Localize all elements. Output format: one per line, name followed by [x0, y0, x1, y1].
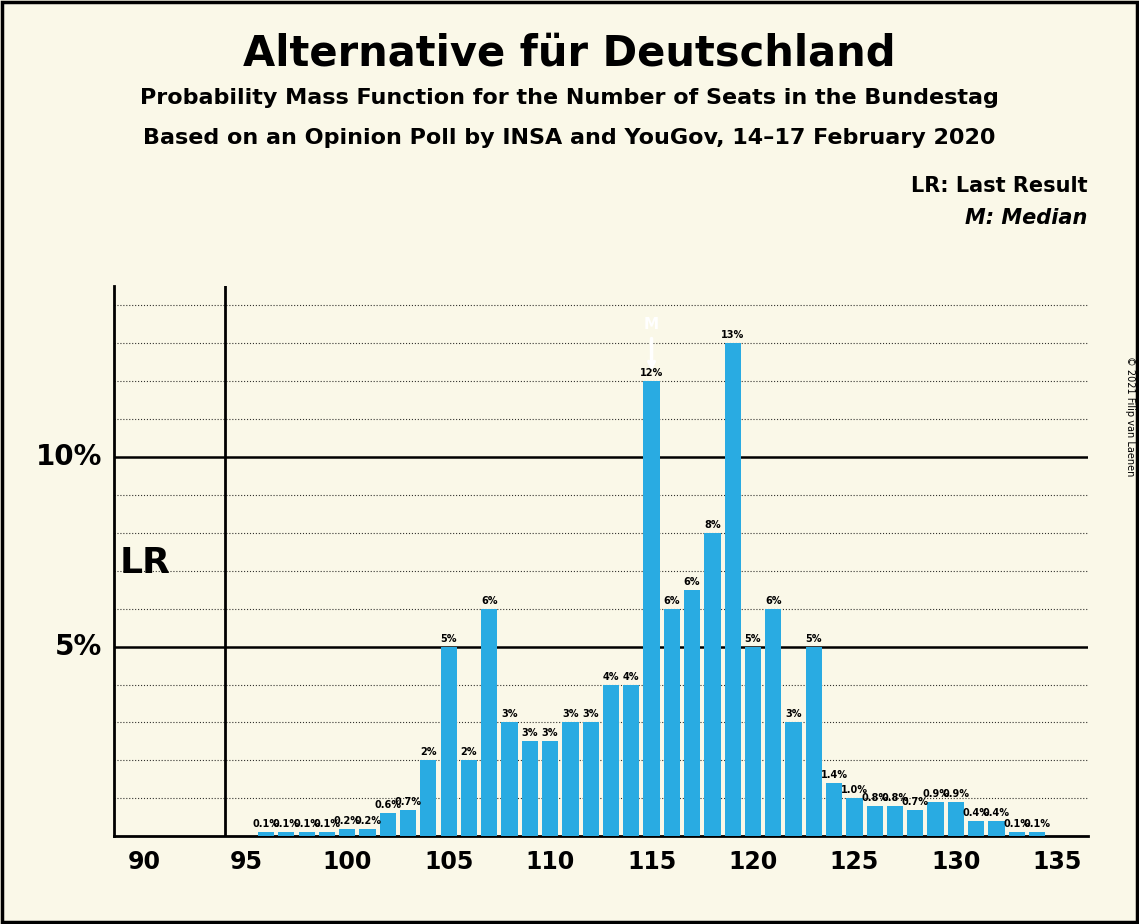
- Text: 8%: 8%: [704, 520, 721, 529]
- Text: M: Median: M: Median: [966, 208, 1088, 228]
- Bar: [745, 647, 761, 836]
- Text: 12%: 12%: [640, 368, 663, 378]
- Bar: [400, 809, 416, 836]
- Text: 0.9%: 0.9%: [942, 789, 969, 799]
- Bar: [1029, 833, 1046, 836]
- Text: 3%: 3%: [501, 710, 518, 720]
- Text: 3%: 3%: [582, 710, 599, 720]
- Text: 5%: 5%: [805, 634, 822, 644]
- Text: 4%: 4%: [623, 672, 639, 682]
- Text: Based on an Opinion Poll by INSA and YouGov, 14–17 February 2020: Based on an Opinion Poll by INSA and You…: [144, 128, 995, 148]
- Bar: [501, 723, 517, 836]
- Bar: [379, 813, 396, 836]
- Bar: [786, 723, 802, 836]
- Text: 0.1%: 0.1%: [293, 820, 320, 830]
- Bar: [522, 741, 538, 836]
- Bar: [826, 784, 842, 836]
- Bar: [278, 833, 295, 836]
- Text: 6%: 6%: [664, 596, 680, 606]
- Text: 3%: 3%: [522, 728, 538, 738]
- Text: © 2021 Filip van Laenen: © 2021 Filip van Laenen: [1125, 356, 1134, 476]
- Bar: [948, 802, 964, 836]
- Text: 0.8%: 0.8%: [882, 793, 909, 803]
- Text: 4%: 4%: [603, 672, 620, 682]
- Text: 0.1%: 0.1%: [273, 820, 300, 830]
- Bar: [685, 590, 700, 836]
- Bar: [623, 685, 639, 836]
- Text: LR: Last Result: LR: Last Result: [911, 176, 1088, 196]
- Text: 0.7%: 0.7%: [902, 796, 928, 807]
- Text: 6%: 6%: [683, 577, 700, 587]
- Bar: [989, 821, 1005, 836]
- Text: 6%: 6%: [481, 596, 498, 606]
- Bar: [360, 829, 376, 836]
- Text: 0.1%: 0.1%: [253, 820, 279, 830]
- Bar: [907, 809, 924, 836]
- Bar: [846, 798, 862, 836]
- Text: 2%: 2%: [420, 748, 436, 758]
- Text: 0.1%: 0.1%: [313, 820, 341, 830]
- Text: 2%: 2%: [460, 748, 477, 758]
- Text: LR: LR: [120, 546, 171, 580]
- Bar: [644, 382, 659, 836]
- Bar: [319, 833, 335, 836]
- Bar: [968, 821, 984, 836]
- Text: 10%: 10%: [35, 444, 103, 471]
- Bar: [420, 760, 436, 836]
- Bar: [724, 344, 740, 836]
- Text: 1.0%: 1.0%: [841, 785, 868, 796]
- Bar: [805, 647, 822, 836]
- Text: 0.1%: 0.1%: [1003, 820, 1031, 830]
- Bar: [867, 806, 883, 836]
- Text: 1.4%: 1.4%: [820, 770, 847, 780]
- Bar: [563, 723, 579, 836]
- Text: 3%: 3%: [542, 728, 558, 738]
- Bar: [257, 833, 274, 836]
- Bar: [1009, 833, 1025, 836]
- Bar: [603, 685, 620, 836]
- Text: 0.6%: 0.6%: [375, 800, 401, 810]
- Text: Alternative für Deutschland: Alternative für Deutschland: [244, 32, 895, 74]
- Text: 0.4%: 0.4%: [983, 808, 1010, 818]
- Text: 6%: 6%: [765, 596, 781, 606]
- Text: 0.8%: 0.8%: [861, 793, 888, 803]
- Bar: [927, 802, 944, 836]
- Text: 0.2%: 0.2%: [354, 816, 382, 826]
- Bar: [582, 723, 599, 836]
- Text: 0.4%: 0.4%: [962, 808, 990, 818]
- Text: 3%: 3%: [563, 710, 579, 720]
- Text: 3%: 3%: [785, 710, 802, 720]
- Text: M: M: [644, 317, 659, 332]
- Text: 0.7%: 0.7%: [394, 796, 421, 807]
- Bar: [441, 647, 457, 836]
- Text: 5%: 5%: [441, 634, 457, 644]
- Text: 5%: 5%: [745, 634, 761, 644]
- Text: 5%: 5%: [55, 633, 103, 661]
- Bar: [298, 833, 314, 836]
- Bar: [481, 609, 498, 836]
- Bar: [664, 609, 680, 836]
- Bar: [461, 760, 477, 836]
- Text: 13%: 13%: [721, 330, 744, 340]
- Bar: [339, 829, 355, 836]
- Text: 0.9%: 0.9%: [923, 789, 949, 799]
- Text: Probability Mass Function for the Number of Seats in the Bundestag: Probability Mass Function for the Number…: [140, 88, 999, 108]
- Text: 0.1%: 0.1%: [1024, 820, 1050, 830]
- Bar: [704, 533, 721, 836]
- Bar: [542, 741, 558, 836]
- Bar: [765, 609, 781, 836]
- Bar: [887, 806, 903, 836]
- Text: 0.2%: 0.2%: [334, 816, 361, 826]
